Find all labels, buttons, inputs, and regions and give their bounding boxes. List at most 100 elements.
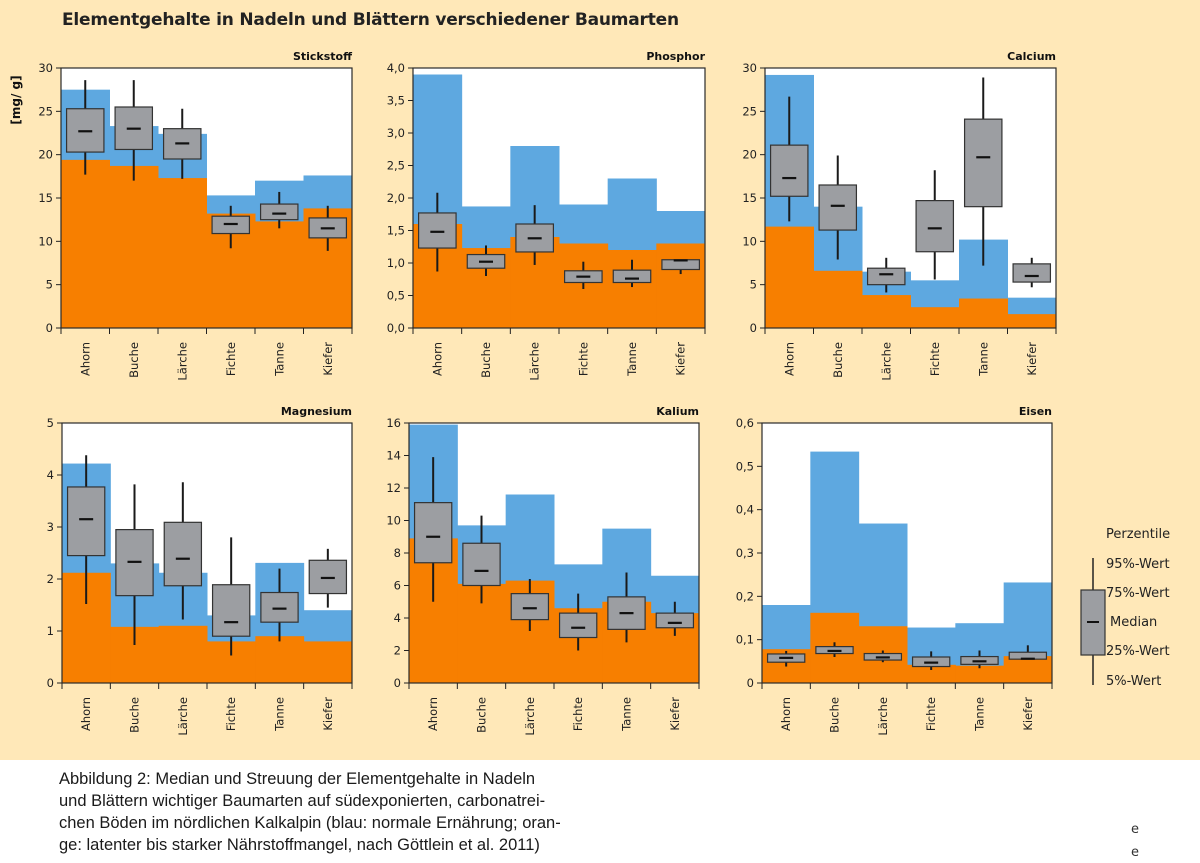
iqr-box bbox=[163, 521, 203, 587]
y-tick-label: 2 bbox=[47, 572, 54, 586]
y-tick-label: 15 bbox=[38, 191, 53, 205]
x-category-label: Fichte bbox=[224, 342, 238, 376]
x-category-label: Ahorn bbox=[426, 697, 440, 731]
deficiency-range-bar bbox=[813, 270, 863, 328]
iqr-box bbox=[866, 267, 906, 286]
panel-title: Kalium bbox=[656, 405, 699, 418]
y-tick-label: 25 bbox=[38, 104, 53, 118]
y-tick-label: 8 bbox=[394, 546, 401, 560]
y-tick-label: 20 bbox=[742, 148, 757, 162]
stray-text: e bbox=[1131, 822, 1139, 837]
y-tick-label: 0 bbox=[47, 676, 54, 690]
iqr-box bbox=[65, 108, 105, 153]
x-category-label: Ahorn bbox=[78, 342, 92, 376]
y-tick-label: 0 bbox=[750, 321, 757, 335]
x-category-label: Ahorn bbox=[430, 342, 444, 376]
iqr-box bbox=[260, 591, 299, 623]
y-tick-label: 10 bbox=[386, 514, 401, 528]
deficiency-range-bar bbox=[109, 165, 159, 328]
legend-label: Median bbox=[1110, 615, 1157, 630]
panel-title: Eisen bbox=[1019, 405, 1052, 418]
x-category-label: Kiefer bbox=[321, 342, 335, 376]
y-tick-label: 2,0 bbox=[387, 191, 405, 205]
deficiency-range-bar bbox=[1007, 314, 1057, 328]
iqr-box bbox=[417, 212, 457, 249]
y-tick-label: 0,5 bbox=[387, 289, 405, 303]
y-tick-label: 3 bbox=[47, 520, 54, 534]
chart-calcium: 0 5 10 15 20 25 30 Ahorn Buche Lärche Fichte Tanne K… bbox=[742, 50, 1057, 381]
deficiency-range-bar bbox=[61, 159, 110, 328]
y-tick-label: 10 bbox=[38, 234, 53, 248]
chart-eisen: 0 0,1 0,2 0,3 0,4 0,5 0,6 Ahorn Buche Lärche Ficht… bbox=[736, 405, 1053, 736]
y-tick-label: 0,3 bbox=[736, 546, 754, 560]
caption-line: Abbildung 2: Median und Streuung der Ele… bbox=[59, 770, 536, 788]
y-tick-label: 5 bbox=[47, 416, 54, 430]
x-category-label: Tanne bbox=[620, 697, 634, 732]
y-tick-label: 3,0 bbox=[387, 126, 405, 140]
x-category-label: Fichte bbox=[576, 342, 590, 376]
y-tick-label: 5 bbox=[46, 278, 53, 292]
figure-title: Elementgehalte in Nadeln und Blättern ve… bbox=[62, 10, 679, 30]
y-tick-label: 16 bbox=[386, 416, 401, 430]
deficiency-range-bar bbox=[955, 665, 1005, 683]
x-category-label: Kiefer bbox=[1021, 697, 1035, 731]
deficiency-range-bar bbox=[907, 664, 956, 683]
x-category-label: Lärche bbox=[176, 697, 190, 736]
iqr-box bbox=[413, 502, 453, 564]
panel-title: Stickstoff bbox=[293, 50, 352, 63]
x-category-label: Buche bbox=[475, 697, 489, 733]
y-tick-label: 0 bbox=[747, 676, 754, 690]
x-category-label: Buche bbox=[127, 342, 141, 378]
y-tick-label: 15 bbox=[742, 191, 757, 205]
caption-line: ge: latenter bis starker Nährstoffmangel… bbox=[59, 836, 540, 854]
x-category-label: Lärche bbox=[523, 697, 537, 736]
legend-label: 95%-Wert bbox=[1106, 557, 1170, 572]
deficiency-range-bar bbox=[1003, 656, 1053, 683]
deficiency-range-bar bbox=[158, 178, 207, 328]
y-tick-label: 5 bbox=[750, 278, 757, 292]
deficiency-range-bar bbox=[255, 636, 305, 683]
chart-kalium: 0 2 4 6 8 10 12 14 16 Ahorn Buche Lärche Fichte Tanne… bbox=[386, 405, 700, 736]
x-category-label: Fichte bbox=[924, 697, 938, 731]
y-tick-label: 0,1 bbox=[736, 633, 754, 647]
x-category-label: Fichte bbox=[224, 697, 238, 731]
x-category-label: Lärche bbox=[528, 342, 542, 381]
iqr-box bbox=[1012, 263, 1052, 283]
x-category-label: Ahorn bbox=[79, 697, 93, 731]
x-category-label: Tanne bbox=[976, 342, 990, 377]
x-category-label: Buche bbox=[828, 697, 842, 733]
y-tick-label: 12 bbox=[386, 481, 401, 495]
chart-stickstoff: 0 5 10 15 20 25 30 Ahorn Buche Lärche Fichte Tanne K… bbox=[9, 50, 353, 381]
iqr-box bbox=[607, 596, 646, 630]
iqr-box bbox=[462, 542, 501, 587]
figure-caption: Abbildung 2: Median und Streuung der Ele… bbox=[59, 768, 619, 856]
x-category-label: Tanne bbox=[625, 342, 639, 377]
y-tick-label: 0 bbox=[46, 321, 53, 335]
caption-line: und Blättern wichtiger Baumarten auf süd… bbox=[59, 792, 546, 810]
y-axis-label: [mg/ g] bbox=[9, 75, 23, 124]
y-tick-label: 25 bbox=[742, 104, 757, 118]
x-category-label: Tanne bbox=[973, 697, 987, 732]
x-category-label: Buche bbox=[831, 342, 845, 378]
x-category-label: Ahorn bbox=[779, 697, 793, 731]
y-tick-label: 3,5 bbox=[387, 94, 405, 108]
iqr-box bbox=[211, 584, 251, 637]
y-tick-label: 0,2 bbox=[736, 589, 754, 603]
x-category-label: Buche bbox=[479, 342, 493, 378]
iqr-box bbox=[915, 200, 955, 253]
deficiency-range-bar bbox=[656, 243, 706, 328]
deficiency-range-bar bbox=[303, 641, 353, 683]
x-category-label: Kiefer bbox=[321, 697, 335, 731]
chart-phosphor: 0,0 0,5 1,0 1,5 2,0 2,5 3,0 3,5 4,0 Ahorn Buche Lär… bbox=[387, 50, 706, 381]
x-category-label: Kiefer bbox=[1025, 342, 1039, 376]
iqr-box bbox=[769, 144, 809, 197]
y-tick-label: 2,5 bbox=[387, 159, 405, 173]
iqr-box bbox=[963, 118, 1003, 208]
y-tick-label: 6 bbox=[394, 579, 401, 593]
legend-title: Perzentile bbox=[1106, 527, 1170, 542]
x-category-label: Kiefer bbox=[668, 697, 682, 731]
legend-label: 75%-Wert bbox=[1106, 586, 1170, 601]
iqr-box bbox=[818, 184, 858, 231]
legend-label: 25%-Wert bbox=[1106, 644, 1170, 659]
